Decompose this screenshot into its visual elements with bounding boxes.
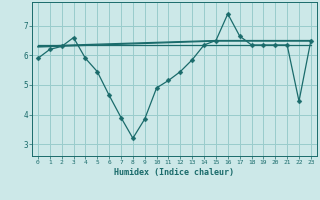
X-axis label: Humidex (Indice chaleur): Humidex (Indice chaleur) xyxy=(115,168,234,177)
